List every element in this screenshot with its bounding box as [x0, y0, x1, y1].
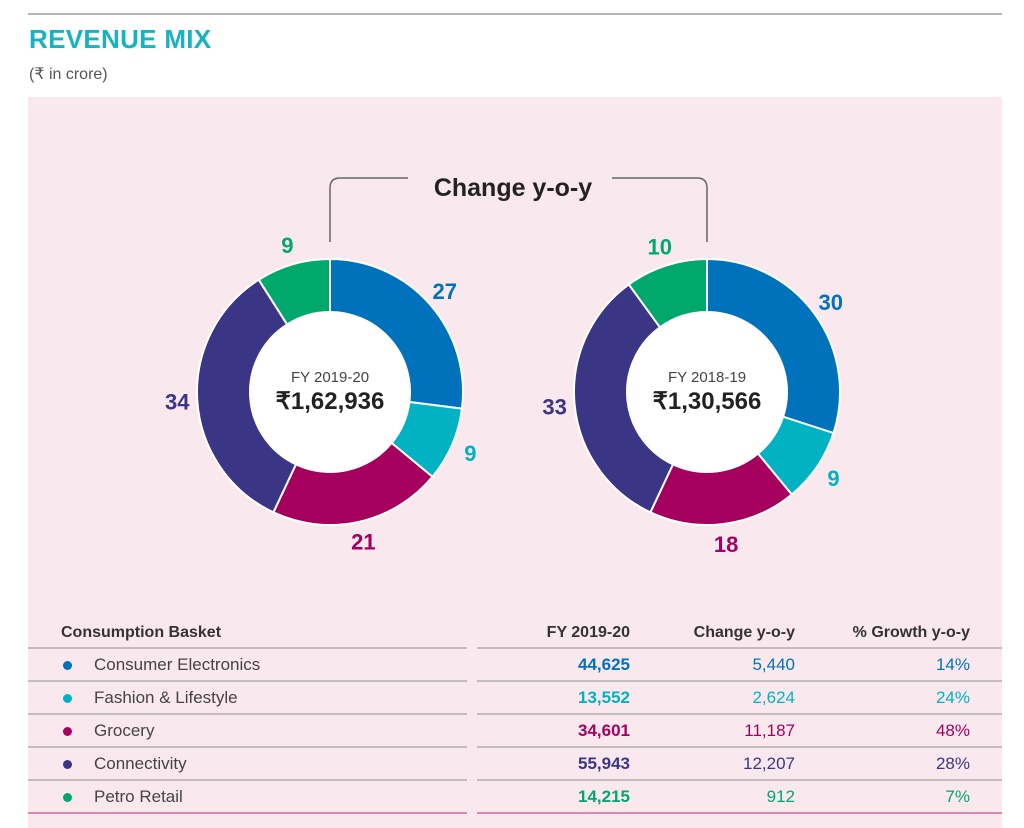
slice-label: 27 [433, 279, 457, 304]
donut-slice-1-0 [706, 257, 841, 435]
row-divider [477, 647, 1002, 649]
change-value: 2,624 [752, 688, 795, 707]
growth-value: 48% [935, 721, 970, 740]
row-divider [477, 713, 1002, 715]
table-row: Petro Retail 14,215 912 7% [28, 780, 1002, 813]
fy-value: 14,215 [578, 787, 630, 806]
header-fy: FY 2019-20 [546, 624, 630, 641]
slice-label: 34 [165, 390, 190, 415]
chart-panel [28, 97, 1002, 828]
row-divider [28, 647, 467, 649]
row-divider [28, 713, 467, 715]
row-divider [28, 746, 467, 748]
row-divider [28, 779, 467, 781]
growth-value: 24% [935, 688, 970, 707]
slice-label: 18 [714, 532, 738, 557]
table-row: Grocery 34,601 11,187 48% [28, 714, 1002, 747]
header-basket: Consumption Basket [61, 624, 222, 641]
basket-name: Grocery [94, 721, 155, 740]
fy-value: 44,625 [578, 655, 630, 674]
slice-label: 9 [827, 466, 839, 491]
row-divider [477, 779, 1002, 781]
row-divider [28, 812, 467, 814]
legend-dot-icon [63, 661, 72, 670]
legend-dot-icon [63, 694, 72, 703]
donut-hole [627, 312, 787, 472]
change-value: 5,440 [752, 655, 795, 674]
growth-value: 14% [935, 655, 970, 674]
legend-dot-icon [63, 727, 72, 736]
slice-label: 30 [819, 290, 843, 315]
row-divider [477, 812, 1002, 814]
center-label: FY 2018-19 [668, 369, 746, 386]
header-change: Change y-o-y [693, 624, 795, 641]
change-annotation: Change y-o-y [434, 174, 592, 202]
slice-label: 10 [647, 234, 671, 259]
fy-value: 55,943 [578, 754, 630, 773]
slice-label: 21 [351, 529, 375, 554]
basket-name: Petro Retail [94, 787, 183, 806]
change-value: 11,187 [744, 721, 795, 740]
table-row: Consumer Electronics 44,625 5,440 14% [28, 648, 1002, 681]
unit-label: (₹ in crore) [29, 66, 108, 83]
basket-name: Consumer Electronics [94, 655, 261, 674]
slice-label: 33 [542, 394, 566, 419]
center-label: FY 2019-20 [291, 369, 369, 386]
basket-name: Fashion & Lifestyle [94, 688, 238, 707]
table-row: Connectivity 55,943 12,207 28% [28, 747, 1002, 780]
legend-dot-icon [63, 760, 72, 769]
table-row: Fashion & Lifestyle 13,552 2,624 24% [28, 681, 1002, 714]
top-rule [28, 13, 1002, 15]
row-divider [477, 680, 1002, 682]
change-value: 12,207 [743, 754, 795, 773]
slice-label: 9 [281, 233, 293, 258]
row-divider [28, 680, 467, 682]
row-divider [477, 746, 1002, 748]
page-title: REVENUE MIX [29, 24, 212, 54]
change-bracket [329, 177, 708, 242]
growth-value: 28% [935, 754, 970, 773]
legend-dot-icon [63, 793, 72, 802]
center-value: ₹1,62,936 [276, 388, 385, 415]
table-header: Consumption Basket FY 2019-20 Change y-o… [28, 617, 1002, 650]
fy-value: 34,601 [578, 721, 630, 740]
basket-name: Connectivity [94, 754, 187, 773]
donut-hole [250, 312, 410, 472]
slice-label: 9 [464, 441, 476, 466]
header-growth: % Growth y-o-y [852, 624, 970, 641]
center-value: ₹1,30,566 [653, 388, 762, 415]
fy-value: 13,552 [578, 688, 630, 707]
change-value: 912 [766, 787, 795, 806]
growth-value: 7% [945, 787, 970, 806]
